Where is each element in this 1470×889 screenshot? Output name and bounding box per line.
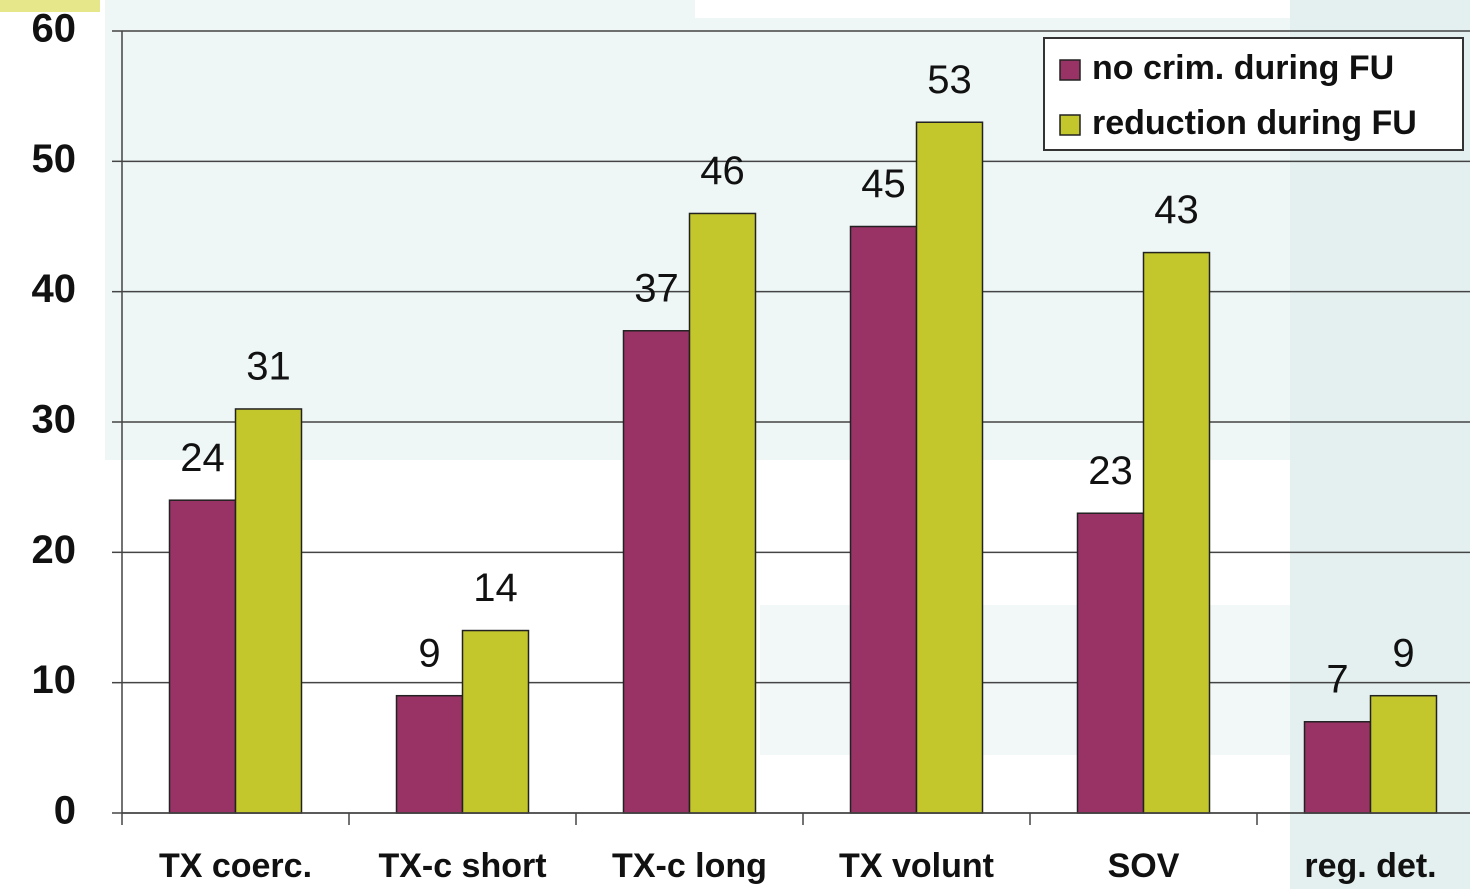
- y-tick-label: 60: [32, 7, 77, 51]
- background-band: [695, 0, 1290, 18]
- y-tick-label: 20: [32, 528, 77, 572]
- legend-swatch: [1059, 59, 1081, 81]
- corner-decoration: [0, 0, 100, 12]
- legend-label: reduction during FU: [1092, 104, 1417, 142]
- bar: [688, 212, 757, 814]
- value-label: 37: [634, 266, 679, 310]
- value-label: 24: [180, 436, 225, 480]
- y-tick-label: 10: [32, 658, 77, 702]
- value-label: 43: [1154, 188, 1199, 232]
- bar: [1369, 694, 1438, 814]
- value-label: 9: [1392, 631, 1414, 675]
- value-label: 23: [1088, 449, 1133, 493]
- y-tick-label: 30: [32, 398, 77, 442]
- value-label: 46: [700, 149, 745, 193]
- bar: [395, 694, 464, 814]
- bar: [234, 408, 303, 814]
- x-tick-label: SOV: [1108, 847, 1180, 885]
- value-label: 14: [473, 566, 518, 610]
- x-tick-label: TX coerc.: [159, 847, 312, 885]
- x-tick-label: TX-c short: [378, 847, 546, 885]
- value-label: 31: [246, 345, 291, 389]
- x-tick-label: TX volunt: [839, 847, 994, 885]
- bar: [622, 330, 691, 814]
- value-label: 45: [861, 162, 906, 206]
- background-band: [760, 605, 1290, 755]
- value-label: 53: [927, 58, 972, 102]
- x-tick-label: TX-c long: [612, 847, 767, 885]
- x-tick-label: reg. det.: [1304, 847, 1436, 885]
- legend-label: no crim. during FU: [1092, 49, 1394, 87]
- bar: [168, 499, 237, 814]
- bar: [1142, 251, 1211, 814]
- y-tick-label: 0: [54, 789, 76, 833]
- bar: [849, 225, 918, 814]
- bar: [1303, 721, 1372, 814]
- y-tick-label: 40: [32, 267, 77, 311]
- legend-swatch: [1059, 114, 1081, 136]
- legend-box: [1043, 37, 1464, 151]
- y-tick-label: 50: [32, 137, 77, 181]
- value-label: 9: [418, 631, 440, 675]
- value-label: 7: [1326, 657, 1348, 701]
- bar: [915, 121, 984, 814]
- bar: [461, 629, 530, 814]
- bar: [1076, 512, 1145, 814]
